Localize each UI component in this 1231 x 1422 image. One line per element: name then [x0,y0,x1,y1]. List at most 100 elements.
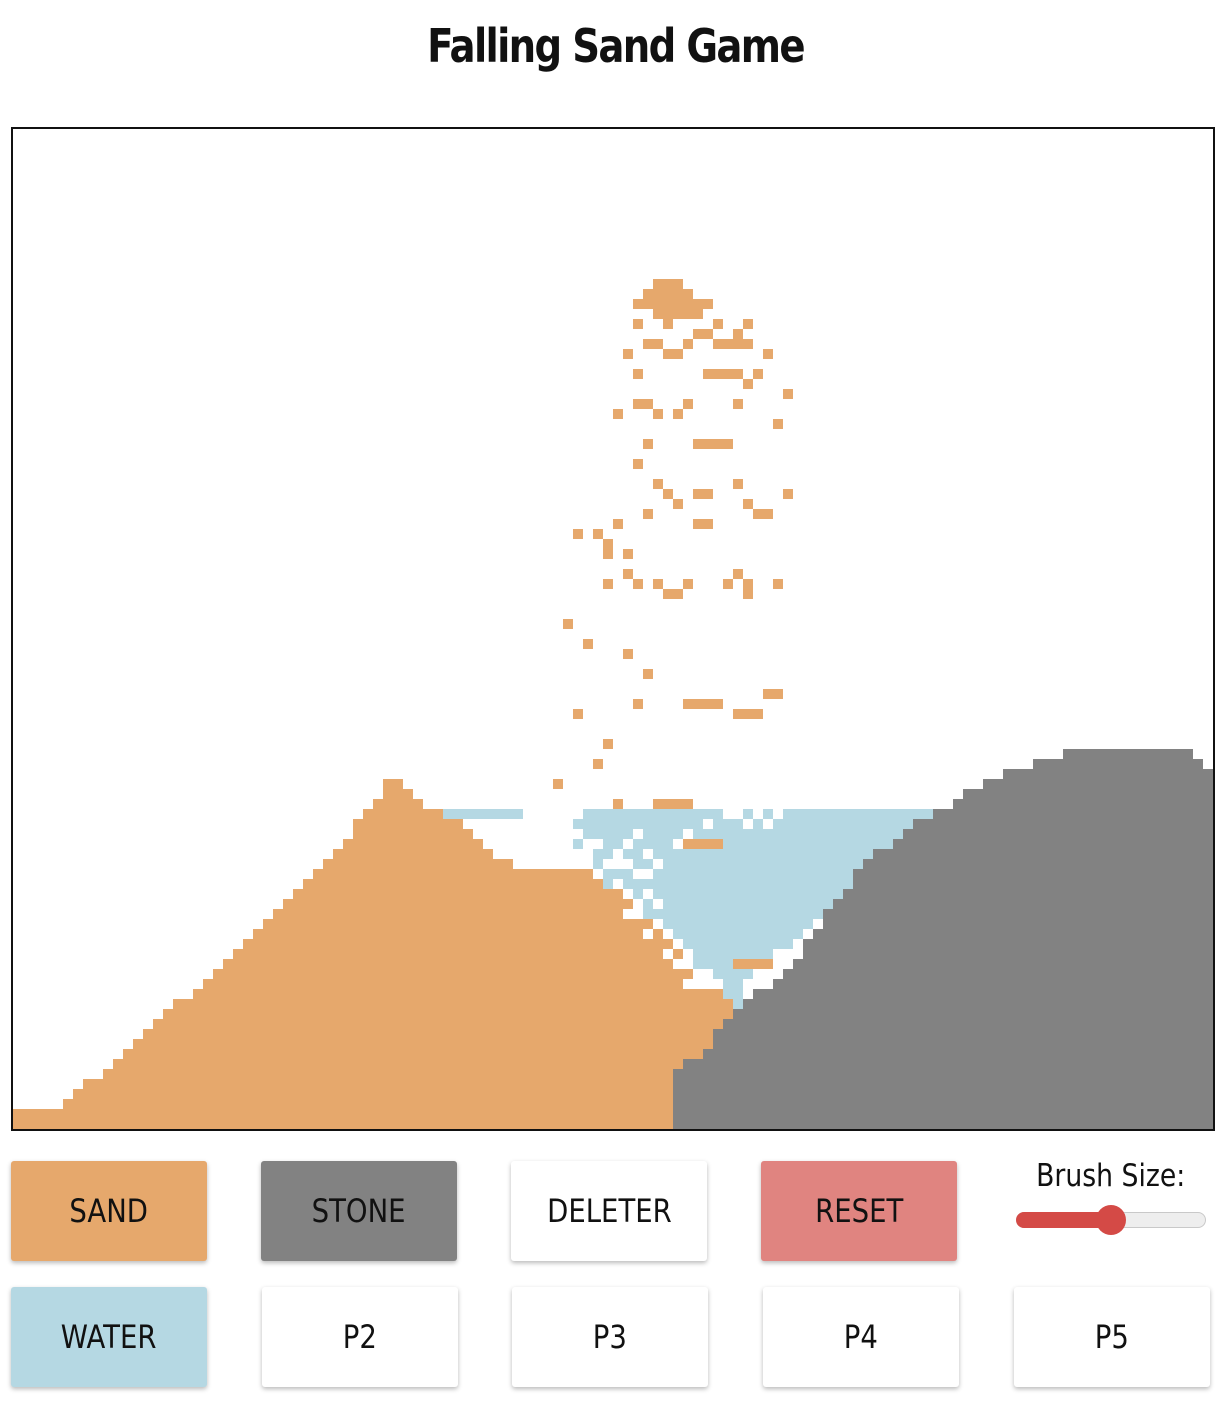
sand-cell [583,869,593,1129]
empty-cell [703,979,713,989]
water-cell [873,809,883,879]
empty-cell [663,949,673,959]
sand-particle [653,339,663,349]
sand-particle [663,309,673,319]
simulation-grid[interactable] [13,129,1213,1129]
stone-cell [803,939,813,1129]
sand-particle [763,689,773,699]
stone-cell [1153,749,1163,1129]
sand-cell [563,869,573,1129]
p5-button[interactable]: P5 [1014,1287,1210,1387]
sand-particle [693,489,703,499]
empty-cell [613,879,623,889]
sand-cell [643,919,653,1129]
brush-size-slider[interactable] [1016,1205,1206,1235]
sand-particle [683,309,693,319]
sand-particle [743,579,753,589]
empty-cell [723,809,733,819]
sand-particle [673,279,683,289]
empty-cell [683,959,693,969]
p2-button[interactable]: P2 [262,1287,458,1387]
stone-cell [943,809,953,1129]
reset-button[interactable]: RESET [761,1161,957,1261]
sand-particle [683,839,693,849]
stone-cell [1063,749,1073,1129]
sand-cell [233,949,243,1129]
sand-particle [583,639,593,649]
water-cell [753,809,763,969]
deleter-button[interactable]: DELETER [511,1161,707,1261]
sand-cell [93,1079,103,1129]
water-cell [603,809,613,899]
sand-particle [633,369,643,379]
sand-particle [633,299,643,309]
sand-particle [713,369,723,379]
water-cell [493,809,503,819]
empty-cell [683,979,693,989]
sand-particle [773,579,783,589]
sand-particle [663,349,673,359]
sand-particle [723,339,733,349]
sand-particle [733,959,743,969]
water-cell [833,809,843,909]
sand-cell [213,969,223,1129]
sand-cell [313,869,323,1129]
sand-cell [33,1109,43,1129]
empty-cell [523,829,533,839]
sand-particle [733,369,743,379]
stone-cell [903,829,913,1129]
sand-cell [523,869,533,1129]
empty-cell [633,829,643,839]
sand-particle [643,509,653,519]
brush-size-slider-thumb[interactable] [1096,1205,1126,1235]
empty-cell [653,919,663,929]
water-cell [743,809,753,979]
sand-particle [693,329,703,339]
stone-cell [1203,769,1213,1129]
empty-cell [753,809,763,819]
sand-cell [63,1099,73,1129]
p3-button[interactable]: P3 [512,1287,708,1387]
sand-particle [653,279,663,289]
water-cell [653,809,663,939]
sand-cell [333,849,343,1129]
sand-cell [673,949,683,1129]
sand-particle [573,529,583,539]
stone-cell [833,899,843,1129]
sand-canvas[interactable] [11,127,1215,1131]
sand-particle [703,489,713,499]
sand-particle [723,439,733,449]
empty-cell [713,979,723,989]
water-cell [473,809,483,819]
empty-cell [523,809,533,819]
stone-cell [1103,749,1113,1129]
p4-button[interactable]: P4 [763,1287,959,1387]
sand-particle [653,479,663,489]
sand-particle [743,379,753,389]
sand-particle [663,319,673,329]
empty-cell [613,849,623,859]
sand-cell [423,809,433,1129]
sand-cell [693,969,703,1129]
stone-cell [1073,749,1083,1129]
sand-particle [553,779,563,789]
sand-particle [683,579,693,589]
water-cell [823,809,833,919]
stone-cell [983,779,993,1129]
water-button[interactable]: WATER [11,1287,207,1387]
empty-cell [573,809,583,819]
sand-particle [753,959,763,969]
sand-particle [563,619,573,629]
sand-cell [123,1049,133,1129]
stone-button[interactable]: STONE [261,1161,457,1261]
sand-button-label: SAND [69,1192,149,1230]
empty-cell [553,839,563,849]
water-cell [663,809,673,939]
sand-particle [723,369,733,379]
water-cell [673,809,683,949]
sand-particle [573,709,583,719]
sand-button[interactable]: SAND [11,1161,207,1261]
empty-cell [623,909,633,919]
empty-cell [653,899,663,909]
stone-cell [773,979,783,1129]
